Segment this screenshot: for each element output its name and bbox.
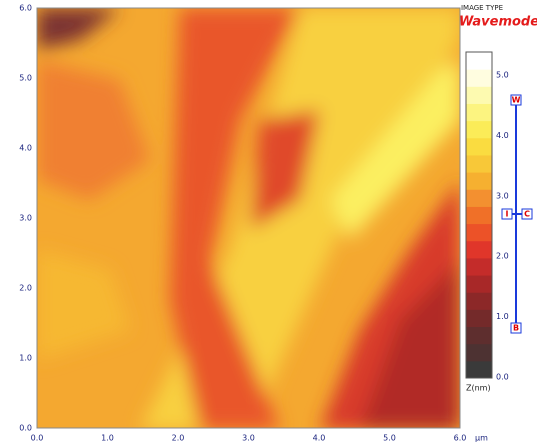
x-tick-label: 2.0	[172, 434, 185, 443]
slider-right-label: C	[524, 210, 530, 219]
image-frame	[36, 7, 461, 429]
x-unit: μm	[475, 434, 488, 443]
colorbar-step	[466, 120, 492, 139]
colorbar-step	[466, 240, 492, 259]
colorbar-tick-label: 0.0	[496, 373, 509, 382]
colorbar-tick-label: 2.0	[496, 252, 509, 261]
colorbar-step	[466, 69, 492, 87]
colorbar-step	[466, 223, 492, 242]
colorbar-tick-label: 4.0	[496, 131, 509, 140]
colorbar-step	[466, 326, 492, 345]
colorbar-step	[466, 343, 492, 362]
colorbar-step	[466, 172, 492, 190]
colorbar-frame	[465, 51, 493, 379]
colorbar-step	[466, 309, 492, 328]
colorbar-step	[466, 275, 492, 293]
slider-left-label: I	[506, 210, 509, 219]
slider-top-label: W	[512, 96, 521, 105]
colorbar-step	[466, 103, 492, 122]
scan-image	[37, 8, 460, 428]
image-mode: Wavemode	[459, 15, 537, 30]
x-tick-label: 1.0	[101, 434, 114, 443]
y-tick-label: 3.0	[19, 214, 32, 223]
colorbar-step	[466, 86, 492, 104]
colorbar-step	[466, 257, 492, 276]
slider-right[interactable]: C	[521, 208, 533, 220]
x-tick-label: 6.0	[454, 434, 467, 443]
y-tick-label: 1.0	[19, 354, 32, 363]
colorbar-label: Z(nm)	[466, 384, 491, 393]
y-tick-label: 0.0	[19, 424, 32, 433]
colorbar-tick-label: 5.0	[496, 71, 509, 80]
image-type-caption: IMAGE TYPE	[461, 4, 503, 12]
colorbar-tick-label: 3.0	[496, 191, 509, 200]
x-tick-label: 4.0	[313, 434, 326, 443]
x-tick-label: 0.0	[31, 434, 44, 443]
slider-left[interactable]: I	[501, 208, 513, 220]
y-tick-label: 4.0	[19, 144, 32, 153]
colorbar-step	[466, 360, 492, 379]
y-tick-label: 5.0	[19, 74, 32, 83]
x-tick-label: 5.0	[383, 434, 396, 443]
colorbar-step	[466, 206, 492, 225]
slider-bottom[interactable]: B	[510, 322, 522, 334]
colorbar-step	[466, 292, 492, 310]
colorbar-step	[466, 52, 492, 70]
slider-bottom-label: B	[513, 324, 519, 333]
y-tick-label: 2.0	[19, 284, 32, 293]
colorbar-step	[466, 154, 492, 173]
colorbar-step	[466, 189, 492, 207]
colorbar-tick-label: 1.0	[496, 312, 509, 321]
slider-top[interactable]: W	[510, 94, 522, 106]
x-tick-label: 3.0	[242, 434, 255, 443]
y-tick-label: 6.0	[19, 4, 32, 13]
colorbar-step	[466, 137, 492, 156]
